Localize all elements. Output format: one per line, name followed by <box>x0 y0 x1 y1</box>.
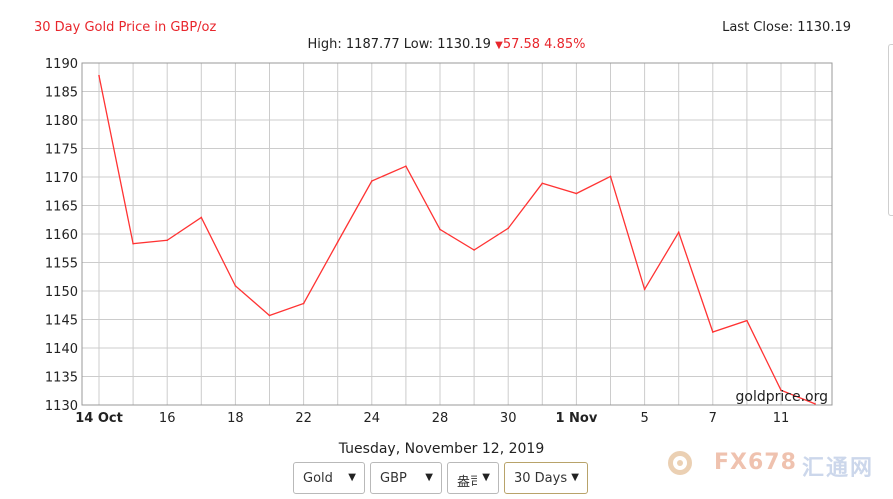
metal-select-value: Gold <box>303 471 333 486</box>
y-tick-label: 1190 <box>45 57 78 72</box>
range-select-value: 30 Days <box>514 471 568 486</box>
watermark-logo: FX678 汇通网 <box>668 448 883 482</box>
x-tick-label: 16 <box>159 411 176 426</box>
data-point <box>677 231 680 234</box>
series-line <box>98 75 816 405</box>
source-label: goldprice.org <box>736 389 828 405</box>
x-tick-label: 1 Nov <box>555 411 597 426</box>
y-tick-label: 1180 <box>45 114 78 129</box>
data-point <box>371 180 373 182</box>
price-chart: 1130113511401145115011551160116511701175… <box>45 57 833 426</box>
data-point <box>814 403 816 405</box>
x-tick-label: 30 <box>500 411 517 426</box>
x-tick-label: 22 <box>295 411 312 426</box>
y-tick-label: 1160 <box>45 228 78 243</box>
y-tick-label: 1185 <box>45 86 78 101</box>
data-point <box>541 182 544 185</box>
y-tick-label: 1155 <box>45 257 78 272</box>
data-point <box>643 288 646 291</box>
data-point <box>98 74 100 77</box>
data-point <box>234 285 237 287</box>
last-close: Last Close: 1130.19 <box>722 20 851 35</box>
data-point <box>132 242 134 245</box>
y-tick-label: 1130 <box>45 399 78 414</box>
data-point <box>746 319 748 322</box>
y-tick-label: 1135 <box>45 371 78 386</box>
y-tick-label: 1175 <box>45 143 78 158</box>
unit-select[interactable]: 盎司 ▼ <box>447 462 499 494</box>
side-panel <box>888 44 893 216</box>
high-low-text: High: 1187.77 Low: 1130.19 <box>307 37 491 52</box>
data-point <box>439 228 441 231</box>
data-point <box>609 175 612 178</box>
metal-select[interactable]: Gold ▼ <box>293 462 365 494</box>
chevron-down-icon: ▼ <box>425 472 433 483</box>
data-point <box>712 331 714 333</box>
watermark-icon <box>668 451 692 475</box>
y-tick-label: 1140 <box>45 342 78 357</box>
current-date: Tuesday, November 12, 2019 <box>338 441 545 457</box>
watermark-cn: 汇通网 <box>802 456 875 481</box>
data-point <box>166 239 168 242</box>
x-tick-label: 28 <box>432 411 449 426</box>
price-stats: High: 1187.77 Low: 1130.19 ▼57.58 4.85% <box>0 37 893 52</box>
currency-select-value: GBP <box>380 471 407 486</box>
watermark-text: FX678 <box>714 450 797 475</box>
currency-select[interactable]: GBP ▼ <box>370 462 442 494</box>
chevron-down-icon: ▼ <box>348 472 356 483</box>
data-point <box>302 302 305 305</box>
data-point <box>575 192 578 195</box>
data-point <box>336 241 339 243</box>
x-tick-label: 18 <box>227 411 244 426</box>
unit-select-value: 盎司 <box>457 475 477 490</box>
data-point <box>780 389 782 391</box>
price-change: 57.58 4.85% <box>502 37 586 52</box>
chart-title: 30 Day Gold Price in GBP/oz <box>34 20 217 35</box>
x-tick-label: 7 <box>709 411 717 426</box>
x-tick-label: 24 <box>364 411 381 426</box>
y-tick-label: 1150 <box>45 285 78 300</box>
plot-border <box>81 62 833 406</box>
data-point <box>268 314 271 317</box>
y-tick-label: 1170 <box>45 171 78 186</box>
x-tick-label: 11 <box>773 411 790 426</box>
data-point <box>200 216 203 219</box>
data-point <box>473 249 475 251</box>
data-point <box>507 227 510 230</box>
y-tick-label: 1165 <box>45 200 78 215</box>
chevron-down-icon: ▼ <box>571 472 579 483</box>
data-point <box>405 165 407 167</box>
chevron-down-icon: ▼ <box>482 472 490 483</box>
down-arrow-icon: ▼ <box>495 40 503 51</box>
range-select[interactable]: 30 Days ▼ <box>504 462 588 494</box>
x-tick-label: 14 Oct <box>75 411 123 426</box>
x-tick-label: 5 <box>640 411 648 426</box>
y-tick-label: 1145 <box>45 314 78 329</box>
